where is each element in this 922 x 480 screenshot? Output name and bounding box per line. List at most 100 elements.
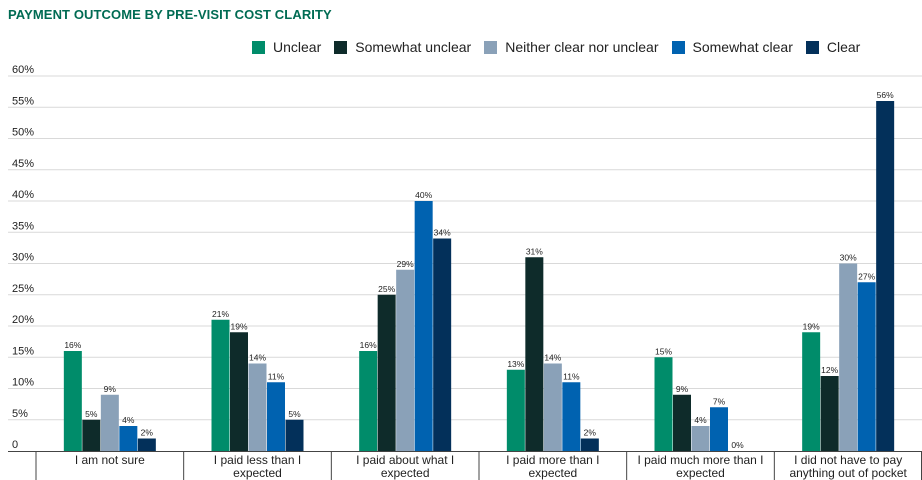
bar <box>230 332 248 451</box>
legend-label: Clear <box>826 39 861 55</box>
chart-legend: Unclear Somewhat unclear Neither clear nor… <box>252 39 873 55</box>
category-label: expected <box>381 466 430 480</box>
y-tick-label: 30% <box>12 252 34 264</box>
category-label: I am not sure <box>75 453 145 467</box>
y-tick-label: 15% <box>12 345 34 357</box>
bar <box>433 238 452 451</box>
category-label: I paid more than I <box>506 453 599 467</box>
category-label: anything out of pocket <box>789 466 907 480</box>
bar <box>876 101 895 451</box>
category-label: I paid about what I <box>356 453 454 467</box>
data-label: 9% <box>104 384 117 394</box>
data-label: 19% <box>803 321 820 331</box>
data-label: 5% <box>85 409 98 419</box>
legend-label: Somewhat unclear <box>355 39 472 55</box>
bar <box>377 294 396 451</box>
legend-swatch <box>671 40 685 54</box>
bar <box>506 369 525 451</box>
legend-swatch <box>252 40 265 54</box>
y-tick-label: 5% <box>12 408 28 420</box>
data-label: 11% <box>268 371 285 381</box>
bar <box>285 419 304 451</box>
data-label: 25% <box>378 284 395 294</box>
bar <box>137 438 156 451</box>
y-tick-label: 20% <box>12 314 34 326</box>
bar <box>857 282 876 451</box>
bar <box>359 351 378 451</box>
data-label: 16% <box>360 340 377 350</box>
bar <box>820 376 839 451</box>
legend-item-unclear: Unclear <box>252 39 321 55</box>
category-label: expected <box>528 466 577 480</box>
y-tick-label: 35% <box>12 220 34 232</box>
bar <box>673 394 691 451</box>
bar <box>396 269 415 451</box>
bar <box>525 257 544 451</box>
category-label: I paid less than I <box>214 453 301 467</box>
y-tick-label: 55% <box>12 95 34 107</box>
legend-label: Unclear <box>273 39 322 55</box>
y-tick-label: 40% <box>12 189 34 201</box>
bar <box>580 438 599 451</box>
data-label: 34% <box>434 228 451 238</box>
data-label: 56% <box>877 90 894 100</box>
legend-label: Somewhat clear <box>692 39 793 55</box>
legend-label: Neither clear nor unclear <box>505 39 659 55</box>
data-label: 29% <box>397 259 414 269</box>
data-label: 11% <box>563 371 580 381</box>
data-label: 0% <box>731 440 744 450</box>
bar <box>543 363 562 451</box>
y-tick-label: 50% <box>12 127 34 139</box>
bar <box>100 394 119 451</box>
data-label: 12% <box>821 365 838 375</box>
data-label: 31% <box>526 246 543 256</box>
data-label: 4% <box>122 415 135 425</box>
data-label: 7% <box>713 396 726 406</box>
legend-item-clear: Clear <box>805 39 861 55</box>
y-tick-label: 60% <box>12 64 34 76</box>
data-label: 2% <box>141 428 154 438</box>
legend-swatch <box>805 40 819 54</box>
data-label: 9% <box>676 384 689 394</box>
bar <box>82 419 101 451</box>
bar <box>211 319 230 451</box>
category-label: expected <box>676 466 725 480</box>
y-tick-label: 0 <box>12 439 18 451</box>
y-tick-label: 10% <box>12 377 34 389</box>
data-label: 21% <box>212 309 229 319</box>
bar <box>562 382 581 451</box>
bar <box>654 357 673 451</box>
data-label: 15% <box>655 346 672 356</box>
legend-item-somewhat-clear: Somewhat clear <box>671 39 793 55</box>
data-label: 5% <box>288 409 301 419</box>
category-label: I paid much more than I <box>637 453 763 467</box>
category-label: expected <box>233 466 282 480</box>
data-label: 4% <box>694 415 707 425</box>
data-label: 27% <box>858 271 875 281</box>
bar <box>414 201 433 451</box>
bar <box>119 426 138 451</box>
data-label: 13% <box>507 359 524 369</box>
legend-item-neither-clear-nor-unclear: Neither clear nor unclear <box>484 39 659 55</box>
bar <box>267 382 285 451</box>
bar <box>248 363 267 451</box>
legend-item-somewhat-unclear: Somewhat unclear <box>334 39 471 55</box>
bar <box>691 426 710 451</box>
legend-swatch <box>484 40 498 54</box>
y-tick-label: 25% <box>12 283 34 295</box>
y-tick-label: 45% <box>12 158 34 170</box>
data-label: 16% <box>64 340 81 350</box>
bar <box>710 407 728 451</box>
data-label: 14% <box>249 353 266 363</box>
bar <box>839 263 858 451</box>
category-label: I did not have to pay <box>794 453 902 467</box>
bar <box>802 332 821 451</box>
data-label: 14% <box>544 353 561 363</box>
data-label: 2% <box>584 428 597 438</box>
data-label: 19% <box>230 321 247 331</box>
legend-swatch <box>334 40 348 54</box>
data-label: 30% <box>840 253 857 263</box>
chart-title: PAYMENT OUTCOME BY PRE-VISIT COST CLARIT… <box>8 7 332 22</box>
